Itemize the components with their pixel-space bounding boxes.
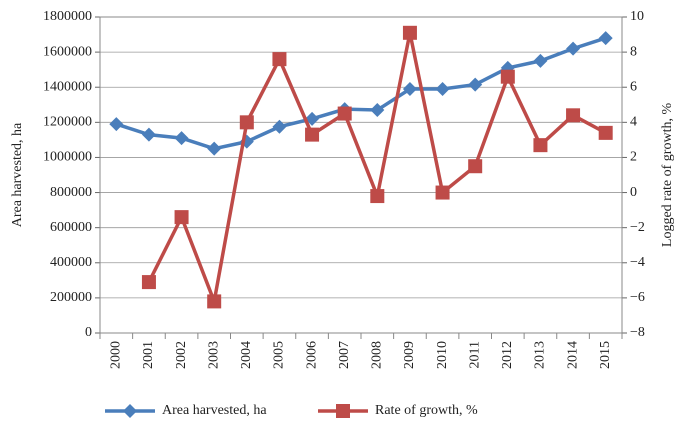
y2-tick-label: −6 xyxy=(630,290,645,305)
x-tick-label: 2001 xyxy=(141,341,156,369)
y-tick-label: 1800000 xyxy=(43,9,92,24)
point xyxy=(598,31,613,46)
x-tick-label: 2007 xyxy=(337,341,352,369)
x-tick-label: 2015 xyxy=(598,341,613,369)
point xyxy=(141,275,156,290)
point xyxy=(500,69,515,84)
y-tick-label: 400000 xyxy=(50,255,92,270)
point xyxy=(435,81,450,96)
x-tick-label: 2014 xyxy=(565,341,580,369)
legend-label: Rate of growth, % xyxy=(375,403,478,418)
y2-axis-title: Logged rate of growth, % xyxy=(660,103,675,248)
legend-marker xyxy=(336,404,350,418)
y2-tick-label: 2 xyxy=(630,150,637,165)
y2-tick-label: 10 xyxy=(630,9,644,24)
point xyxy=(337,106,352,121)
series-line xyxy=(147,32,607,308)
x-tick-label: 2009 xyxy=(402,341,417,369)
point xyxy=(435,185,450,200)
y-tick-label: 200000 xyxy=(50,290,92,305)
point xyxy=(174,210,189,225)
point xyxy=(370,103,385,118)
x-tick-label: 2005 xyxy=(272,341,287,369)
point xyxy=(305,127,320,142)
point xyxy=(141,127,156,142)
y2-tick-label: −8 xyxy=(630,325,645,340)
x-tick-label: 2012 xyxy=(500,341,515,369)
y2-tick-label: 4 xyxy=(630,115,637,130)
y-tick-label: 1400000 xyxy=(43,79,92,94)
y-tick-label: 1200000 xyxy=(43,115,92,130)
y-tick-label: 0 xyxy=(85,325,92,340)
x-tick-label: 2010 xyxy=(435,341,450,369)
y2-tick-label: −2 xyxy=(630,220,645,235)
x-tick-label: 2000 xyxy=(109,341,124,369)
point xyxy=(402,25,417,40)
point xyxy=(207,294,222,309)
y-tick-label: 800000 xyxy=(50,185,92,200)
y2-tick-label: 8 xyxy=(630,44,637,59)
x-tick-label: 2008 xyxy=(370,341,385,369)
x-tick-label: 2003 xyxy=(206,341,221,369)
y-axis-title: Area harvested, ha xyxy=(10,122,25,227)
point xyxy=(533,53,548,68)
point xyxy=(370,189,385,204)
y-tick-label: 1600000 xyxy=(43,44,92,59)
point xyxy=(207,141,222,156)
point xyxy=(239,115,254,130)
y2-tick-label: 6 xyxy=(630,79,637,94)
x-tick-label: 2002 xyxy=(174,341,189,369)
y-tick-label: 600000 xyxy=(50,220,92,235)
x-tick-label: 2006 xyxy=(304,341,319,369)
point xyxy=(272,52,287,67)
legend-label: Area harvested, ha xyxy=(162,403,267,418)
y2-tick-label: 0 xyxy=(630,185,637,200)
point xyxy=(468,77,483,92)
point xyxy=(109,117,124,132)
point xyxy=(174,131,189,146)
point xyxy=(468,159,483,174)
point xyxy=(533,138,548,153)
x-tick-label: 2013 xyxy=(533,341,548,369)
point xyxy=(402,81,417,96)
y-tick-label: 1000000 xyxy=(43,150,92,165)
series-line xyxy=(115,36,607,151)
x-tick-label: 2011 xyxy=(467,341,482,368)
x-tick-label: 2004 xyxy=(239,341,254,369)
legend-marker xyxy=(123,404,137,418)
point xyxy=(598,125,613,140)
point xyxy=(272,119,287,134)
point xyxy=(566,108,581,123)
point xyxy=(566,41,581,56)
y2-tick-label: −4 xyxy=(630,255,645,270)
